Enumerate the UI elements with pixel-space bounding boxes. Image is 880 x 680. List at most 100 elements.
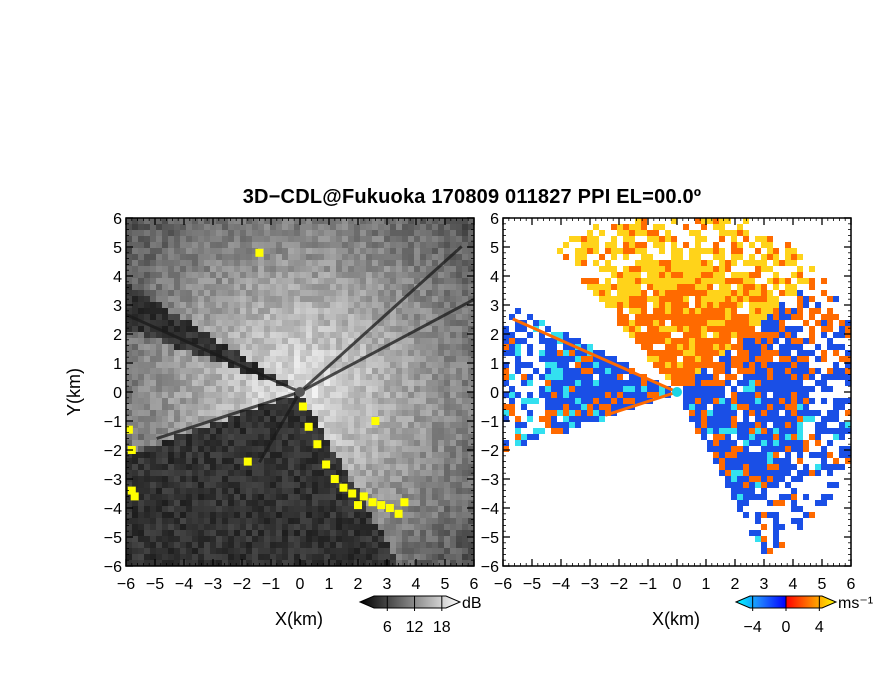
reflectivity-cell <box>420 404 426 410</box>
reflectivity-cell <box>360 482 366 488</box>
velocity-cell <box>515 362 521 368</box>
reflectivity-cell <box>222 290 228 296</box>
velocity-cell <box>647 386 653 392</box>
velocity-cell <box>725 410 731 416</box>
velocity-cell <box>569 422 575 428</box>
reflectivity-cell <box>348 218 354 224</box>
reflectivity-cell <box>432 500 438 506</box>
reflectivity-cell <box>336 452 342 458</box>
reflectivity-cell <box>324 284 330 290</box>
reflectivity-cell <box>408 218 414 224</box>
reflectivity-cell <box>282 344 288 350</box>
velocity-cell <box>749 440 755 446</box>
reflectivity-cell <box>450 464 456 470</box>
reflectivity-cell <box>216 464 222 470</box>
velocity-cell <box>647 278 653 284</box>
reflectivity-cell <box>456 398 462 404</box>
reflectivity-cell <box>468 218 474 224</box>
velocity-cell <box>707 440 713 446</box>
reflectivity-cell <box>324 506 330 512</box>
reflectivity-cell <box>414 362 420 368</box>
reflectivity-cell <box>414 290 420 296</box>
reflectivity-cell <box>246 500 252 506</box>
reflectivity-cell <box>198 410 204 416</box>
reflectivity-cell <box>192 494 198 500</box>
reflectivity-cell <box>234 524 240 530</box>
velocity-cell <box>791 440 797 446</box>
velocity-cell <box>755 380 761 386</box>
velocity-cell <box>695 272 701 278</box>
reflectivity-cell <box>276 272 282 278</box>
reflectivity-cell <box>270 374 276 380</box>
velocity-cell <box>665 344 671 350</box>
reflectivity-cell <box>216 314 222 320</box>
reflectivity-cell <box>222 524 228 530</box>
reflectivity-cell <box>258 560 264 566</box>
reflectivity-cell <box>270 218 276 224</box>
reflectivity-cell <box>354 374 360 380</box>
reflectivity-cell <box>156 524 162 530</box>
reflectivity-cell <box>390 476 396 482</box>
reflectivity-cell <box>138 236 144 242</box>
reflectivity-cell <box>192 266 198 272</box>
reflectivity-cell <box>264 368 270 374</box>
reflectivity-cell <box>198 548 204 554</box>
velocity-cell <box>653 290 659 296</box>
reflectivity-cell <box>306 338 312 344</box>
reflectivity-beam-streak <box>258 391 302 464</box>
reflectivity-cell <box>462 272 468 278</box>
reflectivity-cell <box>258 518 264 524</box>
reflectivity-cell <box>300 320 306 326</box>
velocity-cell <box>545 344 551 350</box>
reflectivity-cell <box>180 320 186 326</box>
reflectivity-cell <box>252 524 258 530</box>
velocity-cell <box>527 434 533 440</box>
velocity-cell <box>797 440 803 446</box>
reflectivity-cell <box>270 302 276 308</box>
velocity-cell <box>809 338 815 344</box>
reflectivity-cell <box>126 458 132 464</box>
velocity-cell <box>731 344 737 350</box>
reflectivity-cell <box>126 374 132 380</box>
reflectivity-cell <box>168 248 174 254</box>
reflectivity-cell <box>156 338 162 344</box>
velocity-cell <box>719 326 725 332</box>
reflectivity-cell <box>312 542 318 548</box>
reflectivity-cell <box>300 368 306 374</box>
reflectivity-cell <box>168 338 174 344</box>
reflectivity-cell <box>264 458 270 464</box>
velocity-cell <box>665 332 671 338</box>
velocity-cell <box>779 440 785 446</box>
velocity-cell <box>503 380 509 386</box>
velocity-cell <box>695 266 701 272</box>
velocity-cell <box>773 404 779 410</box>
velocity-cell <box>731 248 737 254</box>
reflectivity-cell <box>144 338 150 344</box>
reflectivity-cell <box>336 506 342 512</box>
velocity-cell <box>563 356 569 362</box>
reflectivity-cell <box>396 434 402 440</box>
reflectivity-cell <box>360 506 366 512</box>
velocity-cell <box>689 392 695 398</box>
reflectivity-cell <box>420 218 426 224</box>
reflectivity-cell <box>192 518 198 524</box>
velocity-cell <box>509 338 515 344</box>
reflectivity-cell <box>336 236 342 242</box>
reflectivity-cell <box>240 446 246 452</box>
reflectivity-cell <box>318 248 324 254</box>
velocity-cell <box>779 302 785 308</box>
reflectivity-cell <box>330 344 336 350</box>
reflectivity-cell <box>288 332 294 338</box>
reflectivity-cell <box>174 326 180 332</box>
reflectivity-cell <box>138 242 144 248</box>
velocity-cell <box>689 374 695 380</box>
reflectivity-cell <box>438 440 444 446</box>
reflectivity-cell <box>348 392 354 398</box>
velocity-cell <box>791 368 797 374</box>
velocity-cell <box>605 362 611 368</box>
reflectivity-cell <box>234 470 240 476</box>
velocity-cell <box>689 380 695 386</box>
reflectivity-cell <box>462 554 468 560</box>
reflectivity-cell <box>246 254 252 260</box>
velocity-cell <box>521 380 527 386</box>
